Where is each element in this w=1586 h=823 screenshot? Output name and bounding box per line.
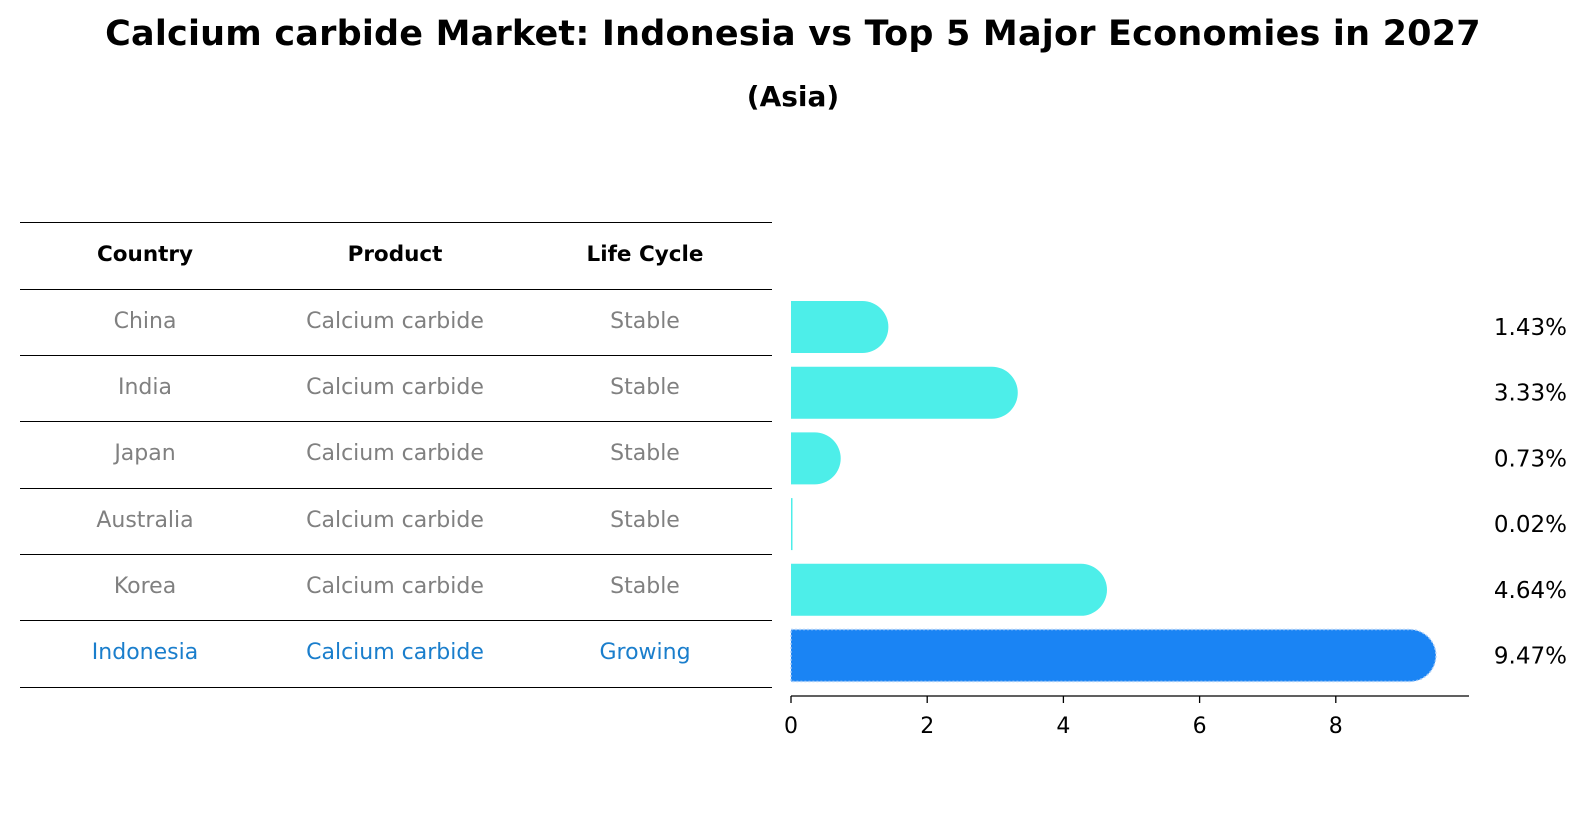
bar-highlight bbox=[791, 629, 1436, 682]
cell-life-cycle: Stable bbox=[610, 441, 680, 466]
value-label: 3.33% bbox=[1494, 381, 1567, 407]
x-tick-label: 2 bbox=[920, 714, 934, 739]
cell-country: Korea bbox=[113, 574, 177, 599]
value-label: 4.64% bbox=[1494, 578, 1567, 604]
bar-highlight-outline bbox=[790, 628, 1437, 683]
cell-country: Japan bbox=[114, 441, 176, 466]
cell-country: India bbox=[118, 375, 172, 400]
table-rule bbox=[20, 687, 772, 688]
cell-product: Calcium carbide bbox=[306, 309, 484, 334]
cell-life-cycle: Stable bbox=[610, 508, 680, 533]
cell-product: Calcium carbide bbox=[306, 441, 484, 466]
value-label: 9.47% bbox=[1494, 644, 1567, 670]
table-rule bbox=[20, 289, 772, 290]
table-rule bbox=[20, 554, 772, 555]
column-header-product: Product bbox=[347, 242, 443, 267]
cell-product-highlight: Calcium carbide bbox=[306, 640, 484, 665]
cell-life-cycle-highlight: Growing bbox=[599, 640, 691, 665]
cell-life-cycle: Stable bbox=[610, 574, 680, 599]
cell-country-highlight: Indonesia bbox=[91, 640, 199, 665]
chart-title: Calcium carbide Market: Indonesia vs Top… bbox=[105, 14, 1481, 54]
bar bbox=[791, 366, 1018, 419]
x-tick-label: 6 bbox=[1193, 714, 1207, 739]
chart-subtitle: (Asia) bbox=[746, 80, 840, 113]
table-rule bbox=[20, 355, 772, 356]
x-tick-label: 0 bbox=[784, 714, 798, 739]
bar bbox=[791, 498, 793, 551]
table-rule bbox=[20, 620, 772, 621]
column-header-country: Country bbox=[96, 242, 194, 267]
bar bbox=[791, 301, 889, 353]
table-rule bbox=[20, 488, 772, 489]
value-label: 0.02% bbox=[1494, 512, 1567, 538]
table-rule bbox=[20, 222, 772, 223]
cell-life-cycle: Stable bbox=[610, 309, 680, 334]
table-rule bbox=[20, 421, 772, 422]
x-tick-label: 4 bbox=[1056, 714, 1070, 739]
cell-product: Calcium carbide bbox=[306, 508, 484, 533]
value-label: 0.73% bbox=[1494, 446, 1567, 472]
cell-product: Calcium carbide bbox=[306, 574, 484, 599]
bar bbox=[791, 563, 1107, 616]
cell-product: Calcium carbide bbox=[306, 375, 484, 400]
x-tick-label: 8 bbox=[1329, 714, 1343, 739]
bar bbox=[791, 432, 841, 485]
cell-life-cycle: Stable bbox=[610, 375, 680, 400]
value-label: 1.43% bbox=[1494, 315, 1567, 341]
cell-country: Australia bbox=[96, 508, 194, 533]
cell-country: China bbox=[113, 309, 177, 334]
column-header-life-cycle: Life Cycle bbox=[586, 242, 704, 267]
